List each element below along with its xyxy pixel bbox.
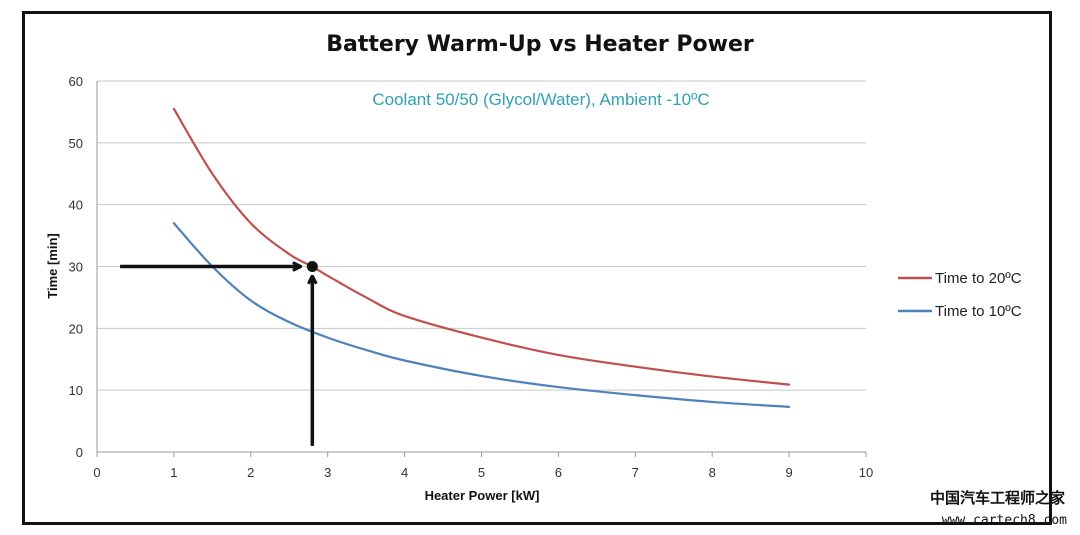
y-tick-label: 0 (76, 445, 83, 460)
y-tick-label: 40 (69, 198, 83, 213)
y-tick-label: 50 (69, 136, 83, 151)
x-axis-label: Heater Power [kW] (425, 488, 540, 503)
x-tick-label: 0 (93, 465, 100, 480)
series-lines (172, 107, 791, 408)
x-tick-label: 3 (324, 465, 331, 480)
axes (96, 81, 867, 457)
watermark-chinese: 中国汽车工程师之家 (930, 489, 1065, 507)
chart-subtitle: Coolant 50/50 (Glycol/Water), Ambient -1… (372, 90, 709, 109)
y-tick-label: 20 (69, 321, 83, 336)
legend-label: Time to 20ºC (935, 270, 1022, 287)
watermark-url: www.cartech8.com (942, 513, 1067, 528)
annotations (120, 261, 318, 446)
x-tick-label: 5 (478, 465, 485, 480)
legend: Time to 20ºC Time to 10ºC (898, 270, 1022, 320)
y-tick-label: 30 (69, 260, 83, 275)
x-tick-label: 6 (555, 465, 562, 480)
series-line-0 (172, 107, 791, 386)
x-tick-label: 7 (632, 465, 639, 480)
x-tick-label: 2 (247, 465, 254, 480)
gridlines (97, 80, 866, 391)
marker-point (306, 261, 318, 272)
x-tick-label: 1 (170, 465, 177, 480)
series-line-1 (172, 222, 791, 408)
legend-label: Time to 10ºC (935, 303, 1022, 320)
y-tick-label: 60 (69, 74, 83, 89)
y-axis-label: Time [min] (45, 233, 60, 299)
chart-title: Battery Warm-Up vs Heater Power (326, 32, 754, 57)
y-tick-label: 10 (69, 383, 83, 398)
x-tick-label: 4 (401, 465, 408, 480)
x-tick-label: 9 (785, 465, 792, 480)
x-tick-label: 10 (859, 465, 873, 480)
x-tick-label: 8 (709, 465, 716, 480)
tick-labels: 0 10 20 30 40 50 60 0 1 2 3 4 5 6 7 8 9 10 (69, 74, 874, 480)
